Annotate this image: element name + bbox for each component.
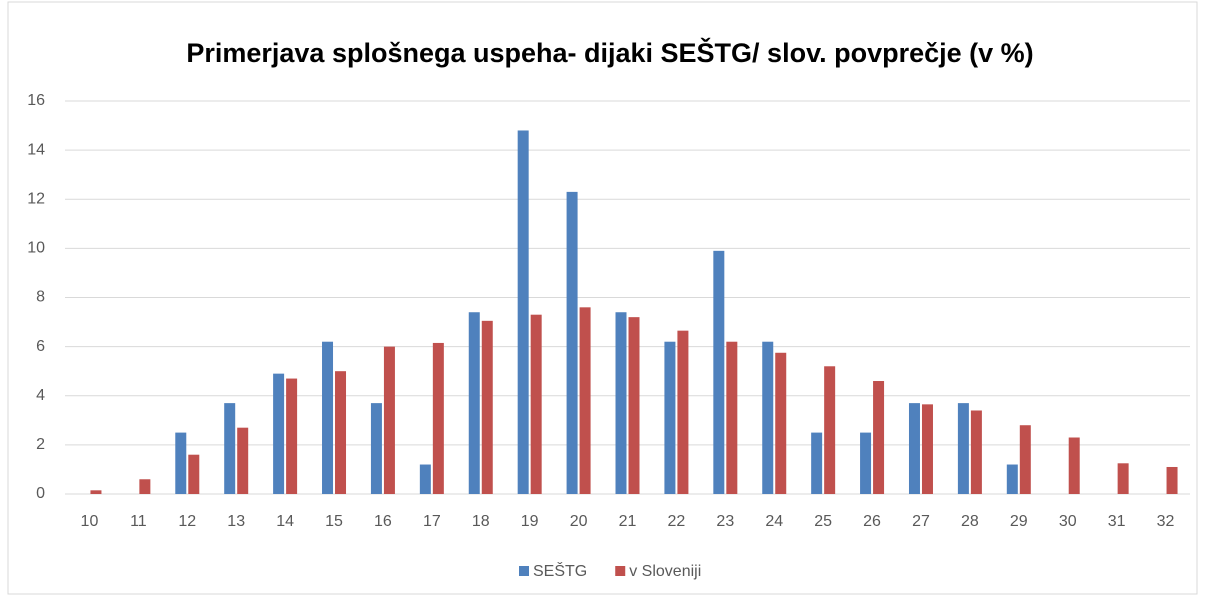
bar [1019, 425, 1031, 494]
x-tick-label: 16 [374, 513, 392, 530]
y-tick-label: 8 [36, 289, 45, 306]
bar [873, 381, 885, 494]
bar [664, 341, 676, 494]
bar [713, 250, 725, 494]
bar [468, 312, 480, 494]
bar [860, 432, 872, 494]
bar [139, 479, 151, 494]
bar [90, 490, 102, 494]
x-tick-label: 27 [912, 513, 930, 530]
bar [322, 341, 334, 494]
bar [579, 307, 591, 494]
y-tick-label: 16 [27, 92, 45, 109]
bar [224, 403, 236, 494]
chart-title: Primerjava splošnega uspeha- dijaki SEŠT… [186, 37, 1033, 68]
bar [237, 427, 249, 494]
bar [286, 378, 298, 494]
bar [1006, 464, 1018, 494]
x-tick-label: 23 [716, 513, 734, 530]
bar [677, 330, 689, 494]
x-tick-label: 22 [668, 513, 686, 530]
bar [370, 403, 382, 494]
bar [517, 130, 529, 494]
x-tick-label: 29 [1010, 513, 1028, 530]
y-tick-label: 10 [27, 240, 45, 257]
x-tick-label: 28 [961, 513, 979, 530]
x-tick-label: 21 [619, 513, 637, 530]
x-tick-label: 25 [814, 513, 832, 530]
x-tick-label: 30 [1059, 513, 1077, 530]
bar [762, 341, 774, 494]
x-tick-label: 26 [863, 513, 881, 530]
legend-label: SEŠTG [533, 561, 587, 580]
bar [188, 454, 200, 494]
x-tick-label: 13 [227, 513, 245, 530]
bar [481, 320, 493, 494]
x-tick-label: 12 [178, 513, 196, 530]
bar [628, 317, 640, 494]
bar [566, 191, 578, 494]
x-tick-label: 31 [1108, 513, 1126, 530]
x-tick-label: 15 [325, 513, 343, 530]
bar [921, 404, 933, 494]
x-tick-label: 14 [276, 513, 294, 530]
y-tick-label: 4 [36, 387, 45, 404]
bar [273, 373, 285, 494]
x-tick-label: 17 [423, 513, 441, 530]
bar [615, 312, 627, 494]
bar [908, 403, 920, 494]
y-tick-label: 0 [36, 485, 45, 502]
bar [175, 432, 187, 494]
legend-swatch [615, 566, 626, 576]
legend-label: v Sloveniji [629, 563, 701, 580]
bar [775, 352, 787, 494]
bar [811, 432, 823, 494]
bar [970, 410, 982, 494]
bar [419, 464, 431, 494]
bar [530, 314, 542, 494]
bar [957, 403, 969, 494]
x-tick-label: 19 [521, 513, 539, 530]
x-tick-label: 24 [765, 513, 783, 530]
bar [1068, 437, 1080, 494]
y-tick-label: 12 [27, 190, 45, 207]
y-tick-label: 6 [36, 338, 45, 355]
bar [726, 341, 738, 494]
bar [824, 366, 836, 494]
bar [1166, 466, 1178, 494]
y-tick-label: 14 [27, 141, 45, 158]
legend-swatch [519, 566, 529, 576]
bar [1117, 463, 1129, 494]
y-tick-label: 2 [36, 436, 45, 453]
x-tick-label: 20 [570, 513, 588, 530]
bar [432, 342, 444, 494]
x-tick-label: 32 [1157, 513, 1175, 530]
bar [383, 346, 395, 494]
bar [335, 371, 347, 494]
x-tick-label: 10 [81, 513, 99, 530]
x-tick-label: 11 [130, 513, 147, 530]
x-tick-label: 18 [472, 513, 490, 530]
